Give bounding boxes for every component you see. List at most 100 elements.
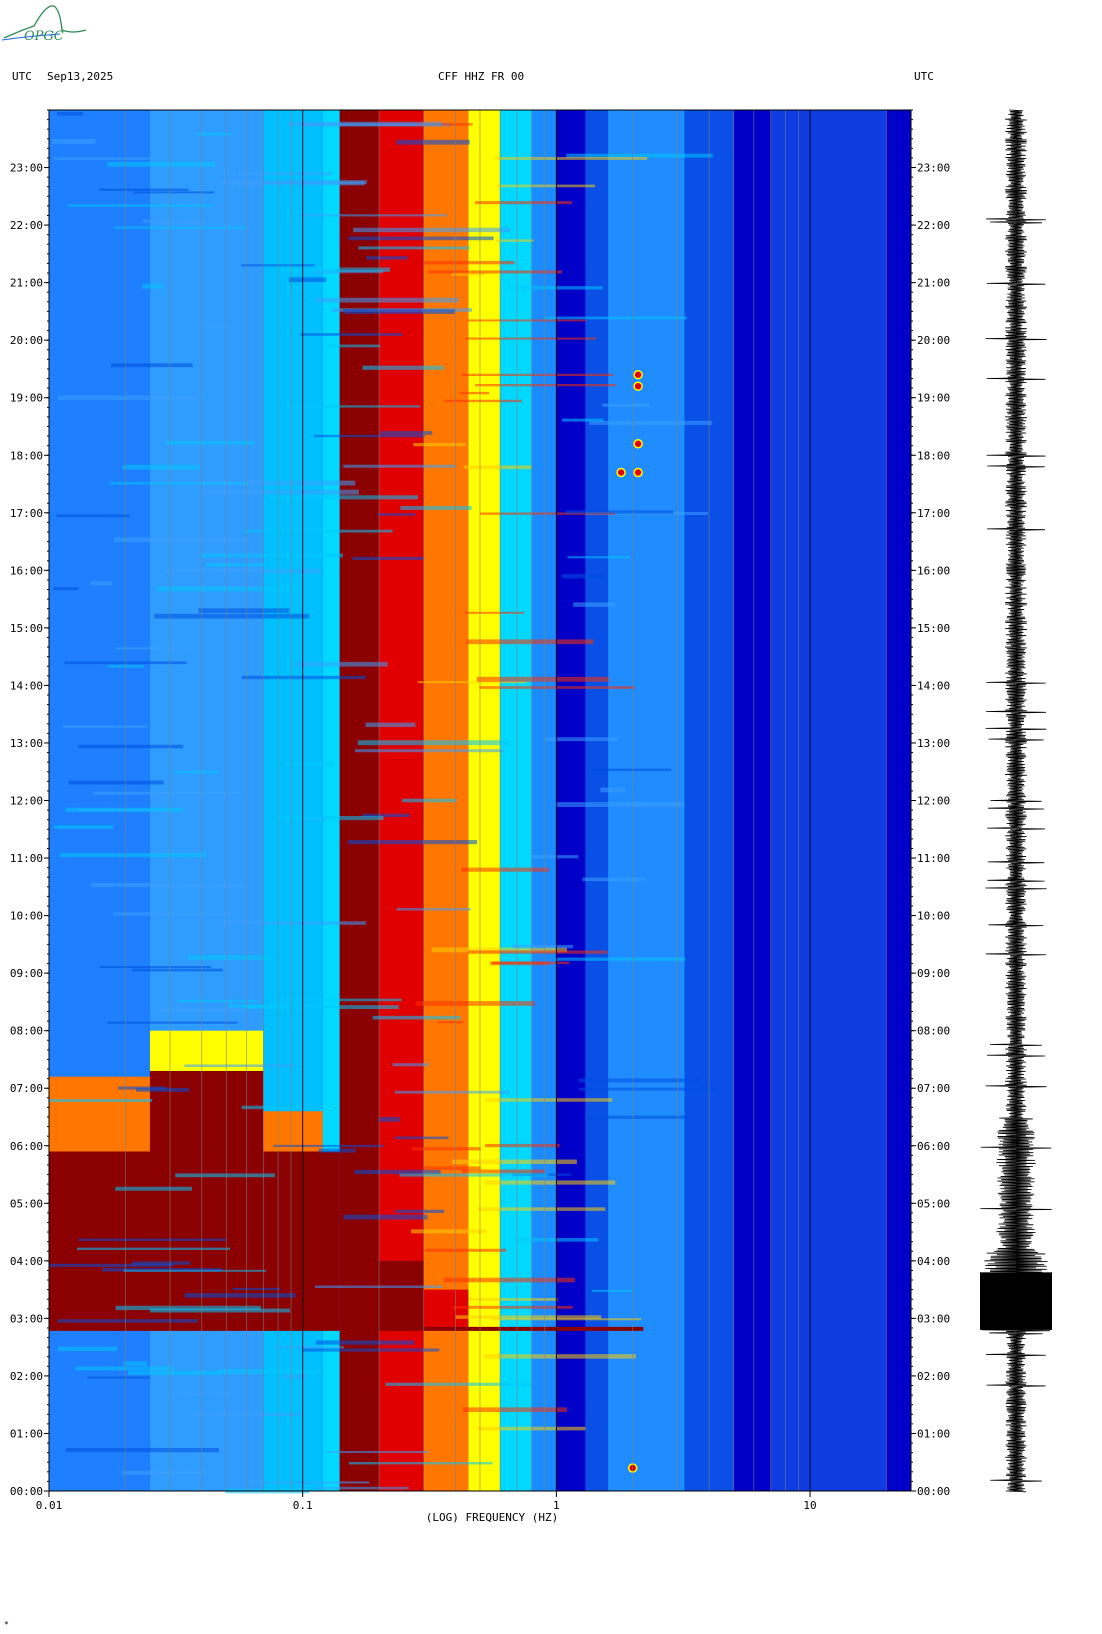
texture-stripe	[431, 947, 568, 953]
y-tick-label-right: 07:00	[917, 1082, 950, 1095]
texture-stripe	[114, 226, 248, 229]
y-tick-label-left: 19:00	[10, 392, 43, 405]
texture-stripe	[343, 464, 456, 468]
date-label: Sep13,2025	[47, 70, 114, 83]
texture-stripe	[411, 1147, 481, 1151]
texture-stripe	[49, 1263, 174, 1267]
texture-stripe	[164, 568, 322, 574]
texture-stripe	[474, 201, 572, 205]
y-tick-label-left: 03:00	[10, 1312, 43, 1325]
y-tick-label-left: 05:00	[10, 1197, 43, 1210]
texture-stripe	[357, 740, 511, 746]
y-tick-label-left: 15:00	[10, 622, 43, 635]
y-tick-label-left: 13:00	[10, 737, 43, 750]
texture-stripe	[300, 214, 447, 217]
texture-stripe	[328, 344, 381, 348]
texture-stripe	[476, 1426, 586, 1431]
highlight-spot	[616, 467, 626, 478]
texture-stripe	[466, 639, 594, 645]
texture-stripe	[491, 1318, 642, 1321]
texture-stripe	[461, 373, 614, 377]
texture-stripe	[274, 998, 402, 1002]
texture-stripe	[455, 1315, 602, 1319]
highlight-spot	[633, 467, 643, 478]
band-noise-high	[608, 110, 685, 1491]
texture-stripe	[582, 877, 646, 882]
texture-stripe	[51, 138, 96, 144]
texture-stripe	[92, 791, 241, 795]
texture-stripe	[565, 510, 674, 514]
texture-stripe	[78, 1238, 227, 1241]
y-tick-label-right: 09:00	[917, 967, 950, 980]
texture-stripe	[173, 770, 219, 774]
texture-stripe	[479, 686, 635, 689]
texture-stripe	[424, 260, 515, 265]
texture-stripe	[115, 1186, 193, 1191]
y-tick-label-right: 08:00	[917, 1025, 950, 1038]
texture-stripe	[315, 1340, 415, 1345]
texture-stripe	[579, 1087, 717, 1091]
texture-stripe	[602, 403, 651, 407]
texture-stripe	[136, 1087, 190, 1092]
texture-stripe	[399, 1173, 549, 1177]
y-tick-label-left: 23:00	[10, 162, 43, 175]
texture-stripe	[198, 608, 290, 613]
texture-stripe	[149, 1308, 290, 1313]
band-noise-upper	[770, 110, 887, 1491]
texture-stripe	[65, 807, 183, 812]
texture-stripe	[451, 272, 486, 276]
texture-stripe	[232, 1287, 281, 1291]
texture-stripe	[78, 744, 184, 749]
texture-stripe	[204, 325, 231, 328]
texture-stripe	[495, 239, 534, 242]
band-event-tail-b	[149, 1070, 264, 1152]
texture-stripe	[476, 676, 609, 682]
texture-stripe	[201, 553, 344, 558]
y-tick-label-left: 01:00	[10, 1427, 43, 1440]
texture-stripe	[57, 1346, 118, 1351]
texture-stripe	[545, 316, 687, 320]
y-tick-label-right: 18:00	[917, 449, 950, 462]
texture-stripe	[196, 132, 232, 136]
texture-stripe	[202, 480, 356, 486]
texture-stripe	[175, 1173, 276, 1178]
highlight-spot	[633, 438, 643, 449]
texture-stripe	[372, 1015, 461, 1020]
y-tick-label-left: 00:00	[10, 1485, 43, 1498]
axis-ticks: 23:00 23:00 22:00 22:00 21:00 21:00 20:00 20:00…	[10, 109, 950, 1512]
texture-stripe	[56, 514, 130, 518]
x-tick-label: 10	[803, 1499, 816, 1512]
texture-stripe	[554, 802, 685, 808]
texture-stripe	[591, 1289, 633, 1293]
texture-stripe	[57, 1319, 198, 1323]
texture-stripe	[172, 1392, 229, 1395]
texture-stripe	[273, 1144, 385, 1147]
y-tick-label-left: 14:00	[10, 679, 43, 692]
texture-stripe	[428, 270, 563, 274]
texture-stripe	[294, 661, 388, 667]
texture-stripe	[452, 1159, 577, 1165]
texture-stripe	[348, 1461, 493, 1465]
texture-stripe	[326, 1451, 429, 1454]
texture-stripe	[366, 256, 408, 260]
texture-stripe	[241, 1105, 312, 1110]
texture-stripe	[532, 855, 579, 859]
texture-stripe	[244, 529, 393, 533]
texture-stripe	[288, 405, 420, 408]
texture-stripe	[461, 1169, 545, 1174]
texture-stripe	[392, 1063, 429, 1067]
texture-stripe	[68, 780, 164, 785]
texture-stripe	[578, 1078, 700, 1083]
y-tick-label-right: 12:00	[917, 795, 950, 808]
texture-stripe	[75, 1366, 174, 1371]
texture-stripe	[416, 1001, 535, 1006]
texture-stripe	[353, 227, 511, 233]
texture-stripe	[131, 968, 223, 972]
texture-stripe	[101, 1268, 222, 1272]
texture-stripe	[347, 840, 478, 845]
texture-stripe	[484, 1180, 616, 1185]
texture-stripe	[316, 1486, 409, 1490]
texture-stripe	[300, 333, 403, 336]
texture-stripe	[416, 123, 473, 126]
